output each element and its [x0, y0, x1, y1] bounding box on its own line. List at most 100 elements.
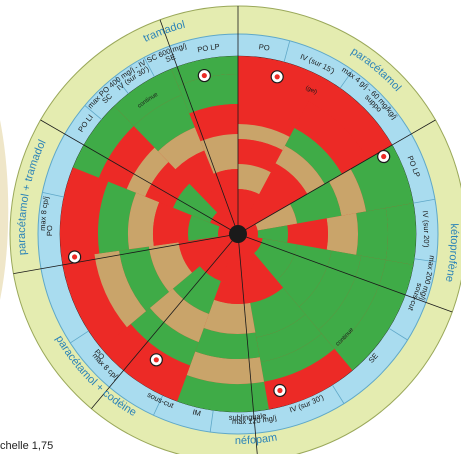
compatibility-cell	[195, 327, 260, 360]
warning-icon-dot	[153, 357, 159, 363]
warning-icon-dot	[274, 74, 280, 80]
compatibility-cell	[158, 127, 205, 170]
compatibility-cell	[178, 237, 219, 273]
compatibility-cell	[284, 128, 342, 184]
compatibility-cell	[257, 225, 288, 243]
note-label: (gel)	[304, 85, 318, 96]
sector-divider	[237, 233, 453, 313]
warning-icon-dot	[72, 254, 78, 260]
route-divider	[413, 198, 436, 204]
compatibility-cell	[276, 244, 332, 307]
compatibility-cell	[188, 215, 220, 241]
compatibility-cell	[203, 299, 256, 334]
route-divider	[153, 395, 164, 416]
compatibility-cell	[287, 218, 329, 250]
compatibility-cell	[172, 266, 221, 314]
compatibility-cell	[186, 351, 265, 384]
compatibility-cell	[213, 169, 238, 216]
sector-divider	[91, 233, 239, 409]
route-divider	[283, 40, 291, 63]
compatibility-cell	[275, 145, 325, 194]
compatibility-cell	[145, 162, 190, 208]
compatibility-cell	[175, 150, 220, 199]
compatibility-cell	[130, 307, 199, 366]
compatibility-cell	[254, 238, 298, 280]
footer-text: chelle 1,75	[0, 440, 54, 452]
compatibility-cell	[238, 189, 260, 217]
compatibility-cell	[101, 323, 191, 402]
compatibility-cell	[238, 56, 322, 137]
compatibility-cell	[152, 202, 192, 246]
route-divider	[70, 330, 89, 344]
drug-label: néfopam	[235, 431, 278, 447]
compatibility-cell	[61, 254, 127, 349]
compatibility-cells	[60, 56, 417, 412]
compatibility-cell	[178, 74, 238, 114]
route-divider	[42, 192, 64, 198]
compatibility-cell	[256, 314, 322, 363]
compatibility-cell	[114, 68, 182, 127]
compatibility-cell	[97, 181, 137, 254]
warning-icon-dot	[381, 153, 387, 160]
route-label: PO LP	[197, 42, 221, 54]
sector-divider	[159, 19, 239, 235]
route-label: PO	[258, 42, 270, 52]
compatibility-cell	[264, 348, 353, 410]
warning-icon-dot	[201, 72, 207, 79]
route-divider	[143, 57, 155, 78]
center-hub	[229, 225, 247, 243]
compatibility-cell	[289, 181, 342, 224]
sector-divider	[237, 119, 436, 235]
warning-icon-dot	[277, 387, 283, 394]
compatibility-cell	[328, 169, 367, 216]
compatibility-cell	[189, 104, 238, 142]
compatibility-cell	[177, 374, 269, 412]
route-label: SE	[164, 52, 177, 64]
compatibility-cell	[203, 187, 231, 220]
compatibility-cell	[294, 101, 368, 174]
compatibility-cell	[350, 145, 414, 212]
compatibility-cell	[250, 287, 306, 338]
compatibility-cell	[256, 163, 308, 214]
compatibility-cell	[243, 256, 283, 303]
route-divider	[414, 258, 437, 263]
sector-divider	[40, 119, 239, 235]
compatibility-cell	[98, 126, 155, 190]
route-divider	[114, 76, 129, 94]
compatibility-cell	[326, 213, 359, 255]
route-divider	[84, 105, 102, 120]
compatibility-cell	[119, 246, 170, 312]
compatibility-cell	[94, 250, 147, 328]
compatibility-cell	[199, 246, 232, 281]
compatibility-cell	[255, 204, 298, 231]
compatibility-cell	[133, 94, 195, 152]
route-divider	[331, 384, 345, 404]
compatibility-cell	[72, 105, 134, 178]
compatibility-cell	[127, 192, 160, 250]
compatibility-cell	[173, 183, 218, 223]
compatibility-cell	[126, 147, 169, 197]
route-label: IM	[192, 407, 202, 418]
compatibility-cell	[356, 207, 389, 261]
route-divider	[339, 69, 354, 89]
compatibility-cell	[238, 139, 283, 173]
route-divider	[209, 410, 214, 433]
route-label: PO	[45, 225, 54, 236]
route-label: IV (sur 20')	[421, 210, 431, 248]
compatibility-cell	[238, 124, 290, 151]
compatibility-cell	[200, 134, 238, 174]
sector-divider	[13, 233, 239, 274]
compatibility-cell	[148, 242, 193, 292]
sector-divider	[237, 233, 258, 454]
compatibility-cell	[238, 164, 271, 195]
compatibility-cell	[308, 76, 393, 159]
route-label: sublinguale	[229, 411, 267, 422]
compatibility-cell	[60, 167, 109, 259]
compatibility-cell	[318, 255, 386, 349]
compatibility-cell	[299, 250, 362, 330]
compatibility-cell	[149, 288, 209, 343]
compatibility-cell	[260, 333, 335, 382]
route-divider	[388, 327, 408, 341]
